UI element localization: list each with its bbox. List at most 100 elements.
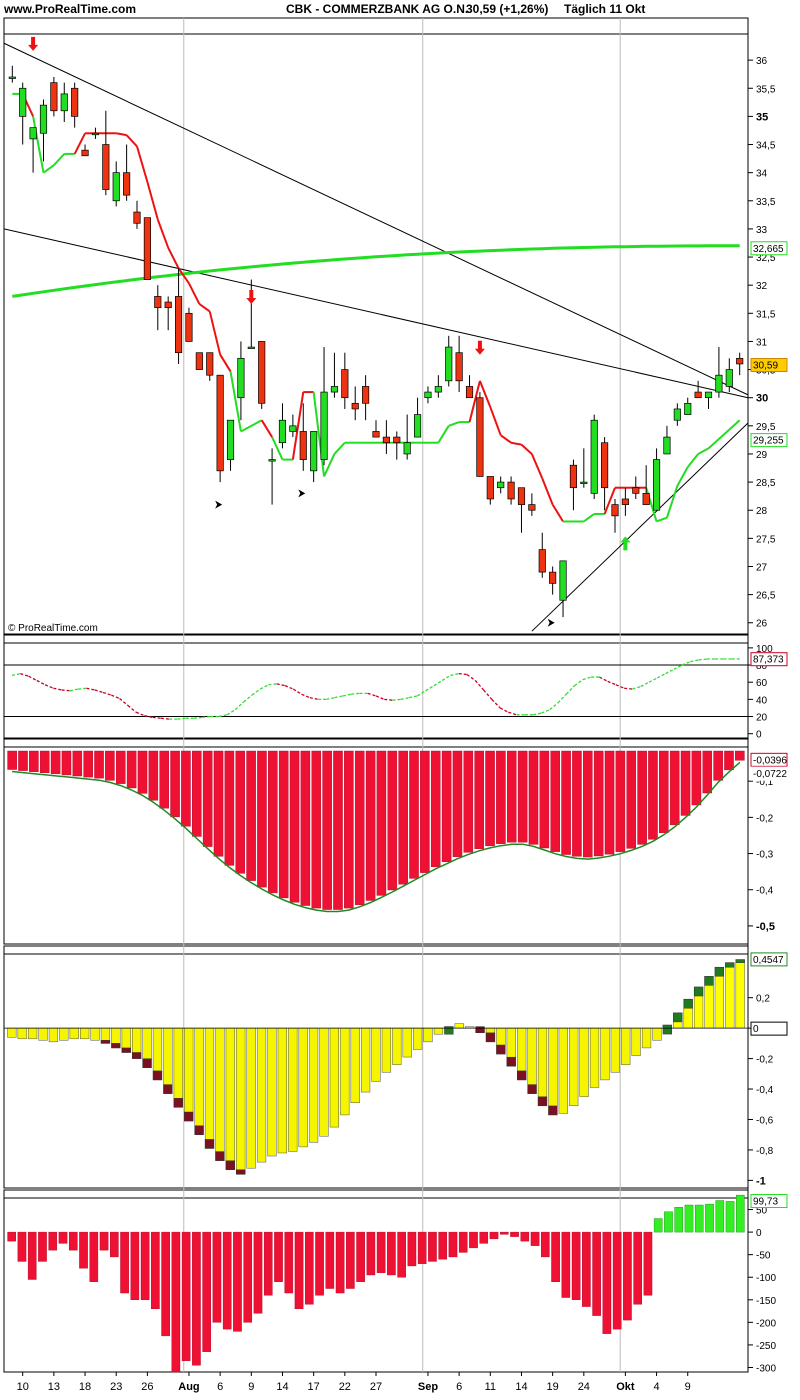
site-name[interactable]: www.ProRealTime.com [4, 2, 137, 16]
y-tick-label: 27 [756, 562, 768, 573]
momentum-bar [325, 1231, 335, 1289]
candle [289, 425, 297, 432]
moving-average-long [12, 244, 740, 298]
histogram-cap [142, 1058, 152, 1068]
trailing-stop-segment [73, 132, 86, 155]
momentum-bar [520, 1231, 530, 1242]
trailing-stop-segment [312, 391, 326, 477]
y-tick-label: 29,5 [756, 422, 776, 433]
momentum-bar [335, 1231, 345, 1294]
y-tick-label: -300 [756, 1363, 776, 1374]
x-tick-label: Aug [178, 1381, 199, 1393]
stochastic-segment [177, 717, 186, 720]
histogram-cap [236, 1169, 246, 1175]
momentum-bar [387, 1231, 396, 1276]
stochastic-segment [533, 712, 542, 716]
value-label-momentum: 99,73 [753, 1197, 778, 1208]
momentum-bar [530, 1231, 540, 1246]
candle [320, 391, 328, 460]
sell-arrow-icon [246, 290, 257, 305]
candle [112, 172, 120, 202]
stochastic-segment [53, 687, 62, 691]
x-tick-label: 6 [217, 1381, 223, 1393]
stochastic-segment [218, 714, 228, 718]
stochastic-segment [599, 676, 608, 682]
histogram-cap [215, 1151, 225, 1161]
momentum-bar [27, 1231, 37, 1280]
stochastic-segment [582, 676, 592, 681]
y-tick-label: -1 [756, 1175, 766, 1187]
histogram-bar [72, 750, 83, 777]
candle [684, 402, 692, 415]
stochastic-segment [690, 659, 699, 663]
y-tick-label: 33 [756, 225, 768, 236]
trailing-stop-segment [541, 477, 554, 505]
candle [569, 464, 578, 489]
momentum-bar [694, 1204, 704, 1233]
histogram-bar [485, 750, 495, 847]
trailing-stop-segment [468, 380, 481, 423]
stochastic-segment [342, 693, 352, 697]
histogram-bar [329, 1027, 339, 1128]
stochastic-segment [624, 687, 633, 690]
histogram-bar [387, 750, 398, 891]
stochastic-segment [111, 694, 120, 700]
histogram-bar [360, 1027, 371, 1093]
momentum-bar [705, 1203, 714, 1233]
histogram-cap [204, 1139, 215, 1149]
y-tick-label: 0 [756, 1228, 762, 1239]
stochastic-segment [86, 687, 95, 691]
momentum-bar [151, 1231, 160, 1310]
histogram-bar [354, 750, 365, 906]
candle [174, 296, 183, 354]
stochastic-segment [276, 683, 286, 687]
sell-arrow-icon [28, 36, 39, 51]
stochastic-segment [202, 715, 211, 719]
histogram-bar [604, 750, 615, 855]
stochastic-segment [119, 698, 129, 706]
candle [247, 346, 255, 349]
momentum-bar [58, 1231, 68, 1244]
x-tick-label: 23 [110, 1381, 122, 1393]
stochastic-segment [69, 688, 79, 692]
histogram-bar [659, 750, 669, 834]
stochastic-segment [607, 680, 617, 686]
candle [81, 149, 89, 157]
histogram-cap [704, 976, 714, 986]
histogram-bar [528, 750, 539, 845]
histogram-bar [300, 750, 311, 906]
histogram-bar [537, 1027, 548, 1107]
momentum-bar [7, 1231, 17, 1242]
momentum-bar [17, 1231, 27, 1262]
histogram-bar [38, 1027, 48, 1041]
y-tick-label: 26,5 [756, 591, 776, 602]
histogram-bar [402, 1027, 412, 1058]
sell-arrow-icon [474, 340, 485, 355]
histogram-bar [652, 1027, 662, 1041]
histogram-bar [680, 750, 691, 816]
trailing-stop-segment [229, 371, 242, 432]
histogram-bar [569, 1027, 579, 1107]
histogram-bar [181, 750, 191, 827]
stochastic-segment [193, 716, 203, 719]
trailing-stop-segment [53, 153, 66, 166]
histogram-cap [693, 986, 704, 997]
y-tick-label: 33,5 [756, 197, 776, 208]
trailing-stop-segment [271, 436, 284, 461]
histogram-bar [83, 750, 93, 778]
y-tick-label: -0,6 [756, 1115, 774, 1126]
trailing-stop-segment [32, 116, 45, 173]
momentum-bar [212, 1231, 222, 1323]
candle [382, 436, 390, 444]
value-label-sma: 32,665 [753, 244, 784, 255]
trailing-stop-segment [656, 516, 668, 523]
stochastic-segment [243, 694, 253, 703]
histogram-bar [202, 750, 213, 847]
histogram-bar [648, 750, 658, 840]
y-tick-label: -0,5 [756, 921, 775, 933]
histogram-bar [702, 750, 713, 794]
histogram-bar [94, 750, 104, 779]
stochastic-segment [673, 664, 683, 670]
momentum-bar [253, 1231, 263, 1314]
candle [195, 352, 203, 370]
